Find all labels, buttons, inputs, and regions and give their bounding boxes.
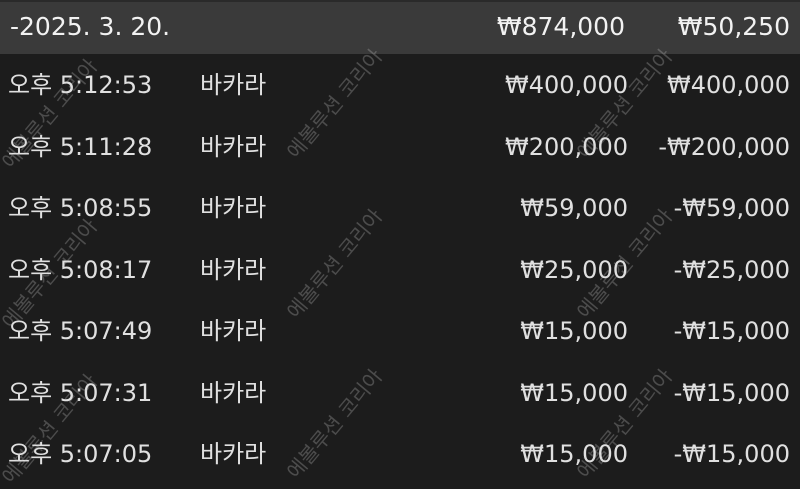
bet-time: 오후 5:07:05 bbox=[8, 440, 153, 468]
list-item[interactable]: 오후 5:07:49 바카라 ₩15,000 -₩15,000 bbox=[0, 300, 800, 362]
bet-time: 오후 5:07:49 bbox=[8, 317, 153, 345]
result-amount: -₩15,000 bbox=[673, 440, 790, 468]
bet-amount: ₩400,000 bbox=[505, 71, 628, 99]
game-name: 바카라 bbox=[200, 132, 267, 161]
summary-total-bet: ₩874,000 bbox=[496, 12, 625, 41]
bet-time: 오후 5:08:17 bbox=[8, 255, 153, 284]
game-name: 바카라 bbox=[200, 440, 267, 468]
list-item[interactable]: 오후 5:08:17 바카라 ₩25,000 -₩25,000 bbox=[0, 239, 800, 301]
bet-amount: ₩15,000 bbox=[520, 440, 628, 468]
bet-amount: ₩15,000 bbox=[520, 378, 628, 407]
bet-amount: ₩15,000 bbox=[520, 317, 628, 345]
result-amount: -₩59,000 bbox=[673, 194, 790, 222]
date-summary-header[interactable]: -2025. 3. 20. ₩874,000 ₩50,250 bbox=[0, 0, 800, 54]
summary-total-result: ₩50,250 bbox=[677, 12, 790, 41]
bet-amount: ₩25,000 bbox=[520, 255, 628, 284]
game-name: 바카라 bbox=[200, 378, 267, 407]
result-amount: -₩15,000 bbox=[673, 378, 790, 407]
bet-amount: ₩59,000 bbox=[520, 194, 628, 222]
game-name: 바카라 bbox=[200, 194, 267, 222]
bet-history-list: 오후 5:12:53 바카라 ₩400,000 ₩400,000 오후 5:11… bbox=[0, 54, 800, 485]
list-item[interactable]: 오후 5:11:28 바카라 ₩200,000 -₩200,000 bbox=[0, 116, 800, 178]
bet-time: 오후 5:12:53 bbox=[8, 71, 153, 99]
result-amount: -₩25,000 bbox=[673, 255, 790, 284]
list-item[interactable]: 오후 5:07:31 바카라 ₩15,000 -₩15,000 bbox=[0, 362, 800, 424]
bet-time: 오후 5:08:55 bbox=[8, 194, 153, 222]
game-name: 바카라 bbox=[200, 317, 267, 345]
bet-time: 오후 5:11:28 bbox=[8, 132, 153, 161]
bet-time: 오후 5:07:31 bbox=[8, 378, 153, 407]
list-item[interactable]: 오후 5:08:55 바카라 ₩59,000 -₩59,000 bbox=[0, 177, 800, 239]
list-item[interactable]: 오후 5:07:05 바카라 ₩15,000 -₩15,000 bbox=[0, 423, 800, 485]
result-amount: ₩400,000 bbox=[667, 71, 790, 99]
result-amount: -₩15,000 bbox=[673, 317, 790, 345]
game-name: 바카라 bbox=[200, 71, 267, 99]
bet-amount: ₩200,000 bbox=[505, 132, 628, 161]
result-amount: -₩200,000 bbox=[658, 132, 790, 161]
list-item[interactable]: 오후 5:12:53 바카라 ₩400,000 ₩400,000 bbox=[0, 54, 800, 116]
game-name: 바카라 bbox=[200, 255, 267, 284]
summary-date: -2025. 3. 20. bbox=[10, 12, 171, 41]
